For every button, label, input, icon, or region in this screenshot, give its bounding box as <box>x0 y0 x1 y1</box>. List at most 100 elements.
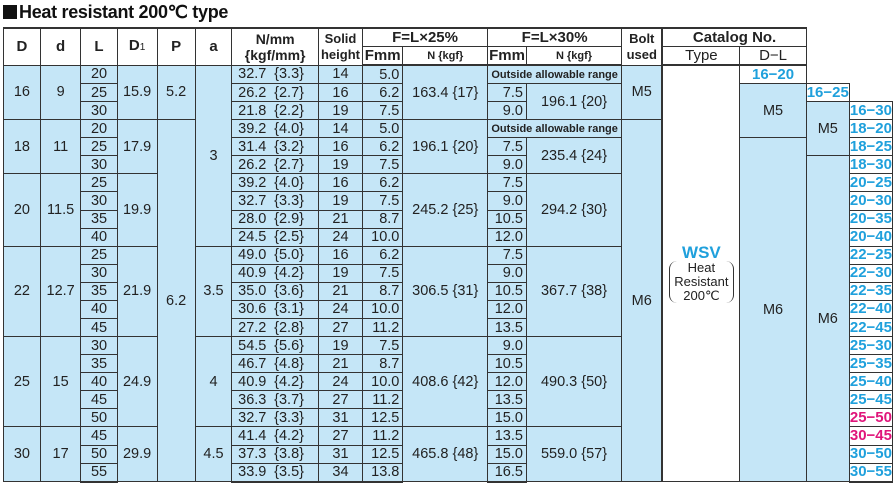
catalog-number-link[interactable]: 30−45 <box>848 426 893 446</box>
cell-spring-constant: 40.9 {4.2} <box>231 263 319 283</box>
cell-bolt: M6 <box>621 119 663 483</box>
catalog-number-link[interactable]: 25−30 <box>848 336 893 356</box>
catalog-number-link[interactable]: 30−55 <box>848 462 893 483</box>
cell-spring-constant: 46.7 {4.8} <box>231 354 319 374</box>
spring-n-value: 37.3 <box>238 446 267 463</box>
cell-D: 30 <box>3 426 41 483</box>
cell-D1: 24.9 <box>116 336 158 428</box>
section-title: Heat resistant 200℃ type <box>3 2 228 23</box>
catalog-number-link[interactable]: 22−35 <box>848 281 893 301</box>
catalog-number-link[interactable]: 20−35 <box>848 209 893 229</box>
bolt-line1: Bolt <box>629 30 655 46</box>
cell-L: 55 <box>80 462 118 483</box>
table-row: 25 26.2 {2.7} 16 6.2 7.5 196.1 {20} M5 16−25 <box>4 82 893 139</box>
cell-d: 9 <box>39 64 82 121</box>
catalog-number-link[interactable]: 22−45 <box>848 318 893 338</box>
catalog-number-link[interactable]: 25−35 <box>848 354 893 374</box>
cell-f30-n: 294.2 {30} <box>525 173 623 247</box>
spring-n-value: 30.6 <box>238 301 267 318</box>
cell-solid-height: 21 <box>317 354 364 374</box>
cell-solid-height: 19 <box>317 336 364 356</box>
cell-spring-constant: 39.2 {4.0} <box>231 119 319 139</box>
section-title-text: Heat resistant 200℃ type <box>19 2 229 22</box>
cell-f25-fmm: 10.0 <box>362 372 404 392</box>
spring-kgf-value: {3.7} <box>274 391 304 408</box>
spring-kgf-value: {4.8} <box>274 355 304 372</box>
spring-kgf-value: {4.2} <box>274 265 304 282</box>
cell-f30-n: 559.0 {57} <box>525 426 623 483</box>
cell-spring-constant: 26.2 {2.7} <box>231 155 319 175</box>
catalog-number-link[interactable]: 16−30 <box>848 101 893 121</box>
cell-L: 30 <box>80 155 118 175</box>
cell-D1: 19.9 <box>116 173 158 247</box>
spring-n-value: 54.5 <box>238 337 267 354</box>
catalog-number-link[interactable]: 16−25 <box>805 82 850 103</box>
cell-f25-n: 163.4 {17} <box>402 64 489 121</box>
cell-solid-height: 24 <box>317 299 364 320</box>
header-type: Type <box>661 46 741 66</box>
cell-solid-height: 34 <box>317 462 364 483</box>
cell-f25-fmm: 12.5 <box>362 408 404 428</box>
header-f30: F=L×30% <box>487 27 623 47</box>
cell-spring-constant: 27.2 {2.8} <box>231 318 319 338</box>
cell-solid-height: 16 <box>317 245 364 265</box>
header-d: d <box>39 27 82 66</box>
cell-solid-height: 19 <box>317 155 364 175</box>
header-a: a <box>194 27 233 66</box>
cell-solid-height: 16 <box>317 82 364 103</box>
cell-L: 40 <box>80 299 118 320</box>
catalog-number-link[interactable]: 20−40 <box>848 227 893 247</box>
cell-f25-fmm: 13.8 <box>362 462 404 483</box>
spring-kgf-value: {4.0} <box>274 120 304 137</box>
spring-n-value: 27.2 <box>238 319 267 336</box>
cell-f25-fmm: 5.0 <box>362 64 404 84</box>
cell-spring-constant: 32.7 {3.3} <box>231 408 319 428</box>
cell-f25-fmm: 10.0 <box>362 299 404 320</box>
cell-solid-height: 19 <box>317 101 364 121</box>
table-row: 30 40.9 {4.2} 19 7.5 9.0 22−30 <box>4 263 893 283</box>
table-row: 22 12.7 25 21.9 3.5 49.0 {5.0} 16 6.2 306.5 {31} 7… <box>3 245 893 338</box>
cell-f30-fmm: 7.5 <box>487 173 527 193</box>
cell-bolt: M5 <box>805 101 850 157</box>
cell-f25-fmm: 7.5 <box>362 336 404 356</box>
spring-n-value: 32.7 <box>238 66 267 83</box>
catalog-number-link[interactable]: 20−25 <box>848 173 893 193</box>
cell-f25-n: 408.6 {42} <box>402 336 489 428</box>
cell-D: 16 <box>3 64 41 121</box>
catalog-number-link[interactable]: 18−20 <box>848 119 893 139</box>
spring-kgf-value: {3.3} <box>274 409 304 426</box>
spring-n-value: 24.5 <box>238 229 267 246</box>
cell-L: 25 <box>80 173 118 193</box>
catalog-number-link[interactable]: 22−30 <box>848 263 893 283</box>
cell-f25-fmm: 6.2 <box>362 173 404 193</box>
spring-n-value: 36.3 <box>238 391 267 408</box>
catalog-number-link[interactable]: 25−40 <box>848 372 893 392</box>
type-note-line3: 200℃ <box>683 287 720 303</box>
catalog-number-link[interactable]: 22−25 <box>848 245 893 265</box>
cell-f25-fmm: 8.7 <box>362 209 404 229</box>
cell-L: 35 <box>80 209 118 229</box>
catalog-number-link[interactable]: 16−20 <box>739 64 807 84</box>
catalog-number-link[interactable]: 22−40 <box>848 299 893 320</box>
spring-kgf-value: {2.7} <box>274 156 304 173</box>
cell-f30-fmm: 12.0 <box>487 299 527 320</box>
cell-f25-n: 245.2 {25} <box>402 173 489 247</box>
cell-f30-fmm: 13.5 <box>487 426 527 446</box>
outside-range-label: Outside allowable range <box>487 119 623 139</box>
spring-kgf-value: {4.2} <box>274 373 304 390</box>
catalog-number-link[interactable]: 30−50 <box>848 444 893 464</box>
catalog-number-link[interactable]: 25−50 <box>848 408 893 428</box>
cell-D: 20 <box>3 173 41 247</box>
table-row: 35 46.7 {4.8} 21 8.7 10.5 25−35 <box>4 354 893 374</box>
catalog-number-link[interactable]: 25−45 <box>848 390 893 410</box>
catalog-number-link[interactable]: 18−25 <box>848 137 893 157</box>
cell-f25-n: 465.8 {48} <box>402 426 489 483</box>
catalog-number-link[interactable]: 18−30 <box>848 155 893 175</box>
cell-f30-n: 367.7 {38} <box>525 245 623 338</box>
spring-kgf-value: {3.6} <box>274 283 304 300</box>
cell-spring-constant: 26.2 {2.7} <box>231 82 319 103</box>
catalog-number-link[interactable]: 20−30 <box>848 191 893 211</box>
spring-n-value: 39.2 <box>238 174 267 191</box>
header-dl: D−L <box>739 46 807 66</box>
cell-L: 25 <box>80 137 118 157</box>
